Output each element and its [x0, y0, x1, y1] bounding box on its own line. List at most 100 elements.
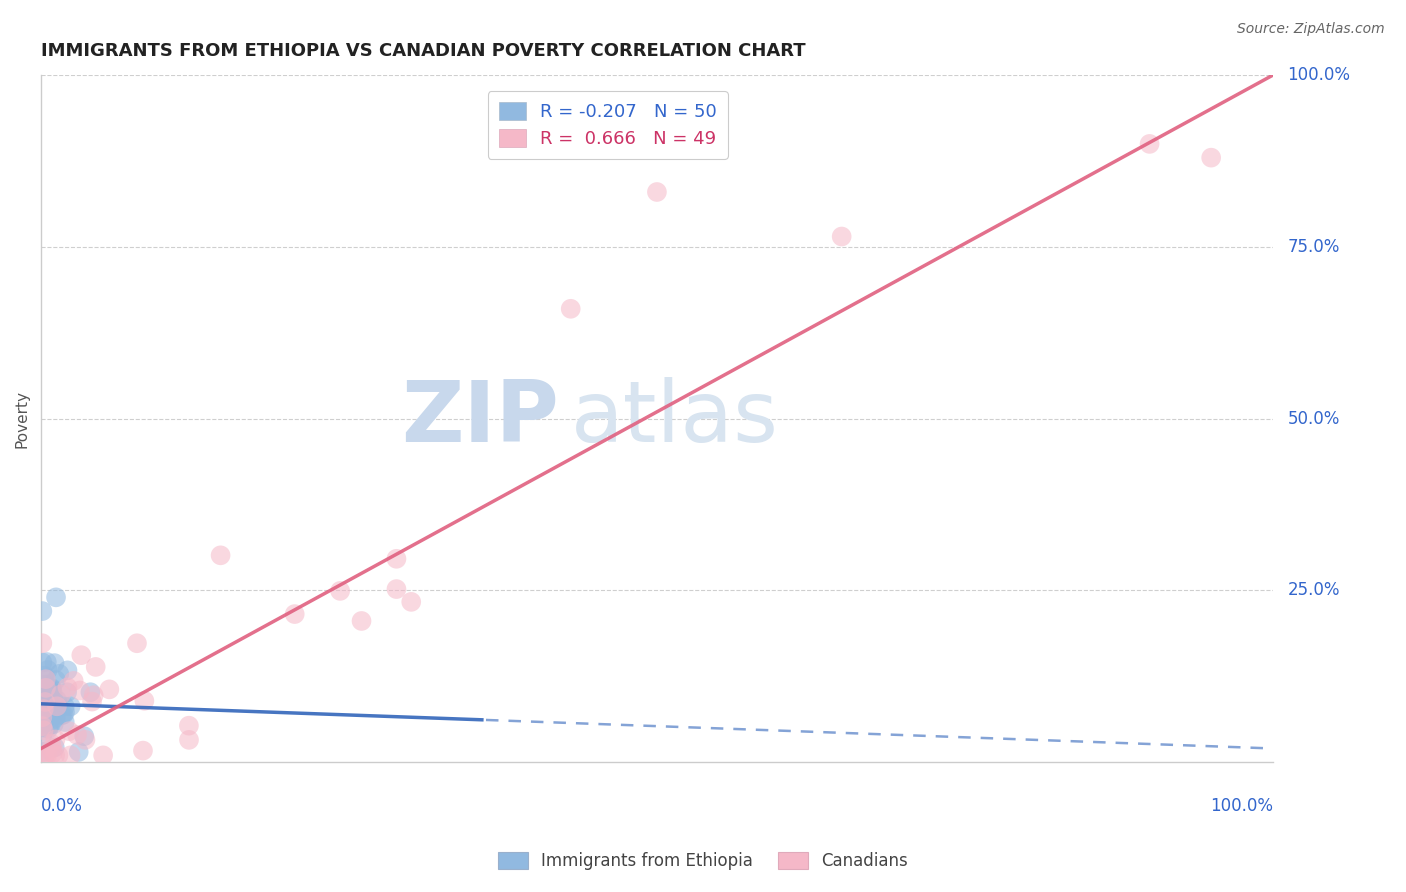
Point — [34, 748, 56, 763]
Point — [59, 699, 82, 714]
Point — [1199, 151, 1222, 165]
Point — [31, 698, 53, 713]
Point — [44, 748, 66, 763]
Text: 25.0%: 25.0% — [1288, 582, 1340, 599]
Point — [31, 728, 53, 742]
Point — [69, 683, 91, 698]
Point — [39, 718, 62, 732]
Point — [385, 582, 408, 596]
Text: IMMIGRANTS FROM ETHIOPIA VS CANADIAN POVERTY CORRELATION CHART: IMMIGRANTS FROM ETHIOPIA VS CANADIAN POV… — [41, 42, 806, 60]
Text: ZIP: ZIP — [401, 377, 558, 460]
Legend: Immigrants from Ethiopia, Canadians: Immigrants from Ethiopia, Canadians — [491, 845, 915, 877]
Point — [31, 704, 53, 718]
Point — [350, 614, 373, 628]
Point — [49, 687, 72, 701]
Point — [35, 672, 58, 686]
Point — [44, 740, 66, 755]
Text: atlas: atlas — [571, 377, 779, 460]
Text: Source: ZipAtlas.com: Source: ZipAtlas.com — [1237, 22, 1385, 37]
Point — [56, 685, 79, 699]
Point — [70, 648, 93, 663]
Point — [41, 741, 63, 756]
Point — [51, 708, 73, 723]
Point — [35, 710, 58, 724]
Point — [31, 604, 53, 618]
Point — [42, 691, 65, 706]
Point — [34, 695, 56, 709]
Point — [34, 673, 56, 687]
Point — [831, 229, 853, 244]
Point — [32, 745, 55, 759]
Point — [58, 724, 80, 739]
Point — [134, 694, 156, 708]
Point — [84, 660, 107, 674]
Point — [385, 551, 408, 566]
Point — [62, 673, 84, 688]
Point — [42, 717, 65, 731]
Point — [37, 722, 59, 736]
Point — [209, 549, 232, 563]
Point — [41, 746, 63, 760]
Point — [73, 729, 96, 743]
Point — [1139, 136, 1161, 151]
Text: 100.0%: 100.0% — [1288, 66, 1351, 84]
Point — [75, 732, 97, 747]
Point — [31, 710, 53, 724]
Point — [31, 719, 53, 733]
Point — [56, 681, 79, 695]
Point — [83, 688, 105, 702]
Y-axis label: Poverty: Poverty — [15, 390, 30, 448]
Point — [37, 690, 59, 704]
Point — [284, 607, 307, 621]
Point — [56, 664, 79, 678]
Point — [132, 743, 155, 757]
Point — [41, 702, 63, 716]
Point — [98, 682, 121, 697]
Point — [37, 681, 59, 696]
Point — [37, 663, 59, 677]
Point — [59, 748, 82, 763]
Point — [44, 656, 66, 670]
Point — [91, 748, 114, 763]
Point — [399, 595, 422, 609]
Point — [177, 719, 200, 733]
Point — [45, 711, 67, 725]
Point — [32, 702, 55, 716]
Point — [67, 745, 90, 759]
Point — [53, 699, 76, 714]
Point — [38, 681, 60, 695]
Point — [329, 583, 352, 598]
Point — [41, 681, 63, 696]
Point — [44, 732, 66, 747]
Point — [32, 723, 55, 738]
Point — [35, 677, 58, 691]
Point — [39, 736, 62, 750]
Point — [37, 693, 59, 707]
Point — [46, 693, 69, 707]
Point — [177, 732, 200, 747]
Point — [80, 695, 103, 709]
Point — [31, 656, 53, 670]
Point — [45, 591, 67, 605]
Point — [125, 636, 148, 650]
Point — [45, 673, 67, 687]
Point — [35, 748, 58, 763]
Point — [53, 714, 76, 729]
Point — [79, 685, 101, 699]
Legend: R = -0.207   N = 50, R =  0.666   N = 49: R = -0.207 N = 50, R = 0.666 N = 49 — [488, 91, 728, 159]
Point — [39, 698, 62, 712]
Text: 75.0%: 75.0% — [1288, 238, 1340, 256]
Point — [41, 682, 63, 697]
Point — [34, 748, 56, 763]
Point — [37, 690, 59, 705]
Point — [32, 721, 55, 735]
Point — [34, 668, 56, 682]
Point — [66, 728, 89, 742]
Point — [35, 681, 58, 695]
Point — [645, 185, 668, 199]
Point — [32, 702, 55, 716]
Point — [35, 687, 58, 701]
Point — [48, 748, 70, 763]
Point — [560, 301, 582, 316]
Point — [35, 655, 58, 669]
